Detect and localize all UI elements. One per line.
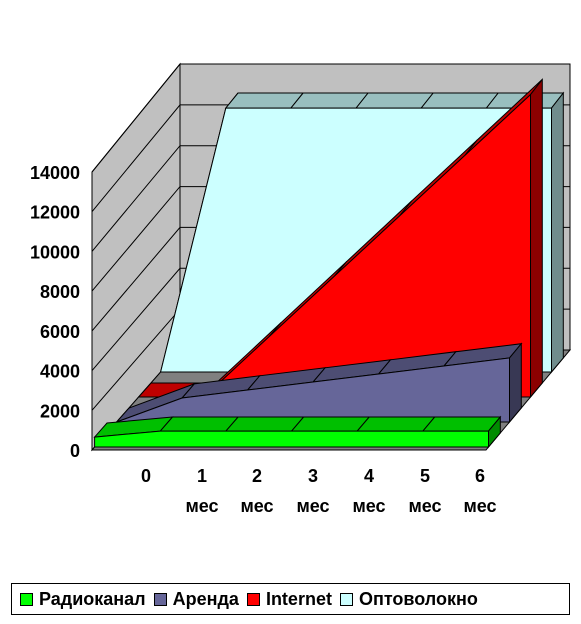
x-tick-unit-4: мес [352, 496, 385, 516]
series-1-front [116, 357, 510, 423]
legend-label-radiokanal: Радиоканал [39, 588, 146, 609]
legend-item-optovolokno: Оптоволокно [339, 588, 478, 610]
x-axis-ticks: 0 1 мес 2 мес 3 мес 4 мес 5 мес 6 мес [141, 466, 497, 516]
x-tick-number-2: 2 [252, 466, 262, 486]
series-0 [93, 415, 502, 449]
series-3-top-1 [224, 92, 305, 109]
series-3-end [551, 91, 564, 374]
legend-item-arenda: Аренда [153, 588, 239, 610]
y-tick-label-3: 6000 [40, 322, 80, 342]
x-tick-number-1: 1 [197, 466, 207, 486]
chart-series [93, 77, 565, 449]
x-tick-unit-2: мес [240, 496, 273, 516]
legend-label-internet: Internet [265, 588, 332, 609]
y-axis-ticks: 0 2000 4000 6000 8000 10000 12000 14000 [30, 163, 80, 461]
series-2-end [530, 77, 543, 399]
legend-label-arenda: Аренда [172, 588, 239, 609]
series-0-top-4 [356, 416, 436, 432]
series-1 [116, 342, 523, 424]
legend-item-radiokanal: Радиоканал [20, 589, 146, 610]
series-3-top-2 [289, 92, 370, 109]
series-0-top-1 [159, 416, 240, 432]
y-tick-label-6: 12000 [30, 203, 80, 223]
series-0-top-3 [290, 416, 371, 432]
series-0-top-2 [224, 416, 305, 432]
y-tick-label-2: 4000 [40, 362, 80, 382]
series-1-end [509, 342, 522, 424]
x-tick-unit-1: мес [185, 496, 218, 516]
legend-swatch-optovolokno [339, 592, 353, 606]
x-tick-number-4: 4 [364, 466, 374, 486]
series-3-top-4 [420, 92, 500, 109]
legend-swatch-internet [246, 592, 260, 606]
x-tick-number-3: 3 [308, 466, 318, 486]
y-tick-label-7: 14000 [30, 163, 80, 183]
series-0-front [94, 430, 489, 448]
y-tick-label-5: 10000 [30, 242, 80, 262]
series-2 [137, 77, 543, 399]
x-tick-number-6: 6 [475, 466, 485, 486]
series-0-top-5 [421, 416, 502, 432]
legend-label-optovolokno: Оптоволокно [358, 588, 478, 609]
y-tick-label-0: 0 [70, 441, 80, 461]
legend-swatch-radiokanal [20, 592, 33, 606]
legend-swatch-arenda [153, 592, 167, 606]
x-tick-unit-6: мес [463, 496, 496, 516]
x-tick-unit-5: мес [408, 496, 441, 516]
series-2-front [138, 93, 531, 398]
chart-legend: Радиоканал Аренда Internet Оптоволокно [11, 583, 570, 615]
gridline-7 [91, 63, 570, 173]
y-tick-label-1: 2000 [40, 401, 80, 421]
x-tick-unit-3: мес [296, 496, 329, 516]
y-tick-label-4: 8000 [40, 282, 80, 302]
series-3-top-3 [355, 92, 435, 109]
x-tick-number-0: 0 [141, 466, 151, 486]
x-tick-number-5: 5 [420, 466, 430, 486]
legend-item-internet: Internet [246, 588, 332, 610]
